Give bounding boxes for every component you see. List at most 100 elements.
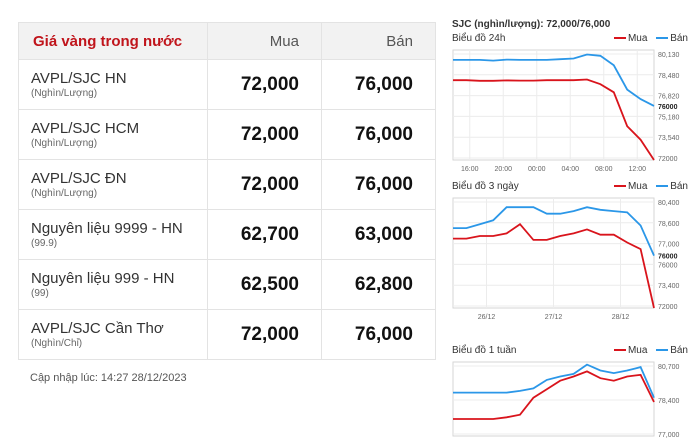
series-buy-line [453,78,655,161]
y-tick-label: 76000 [658,262,678,269]
legend-buy-swatch [613,185,626,188]
item-name: Nguyên liệu 999 - HN [31,269,175,287]
x-tick-label: 20:00 [494,166,512,173]
chart-plot-24h: 80,130 78,480 76,820 75,180 73,540 72000 16:00… [452,49,680,173]
y-tick-label: 78,480 [658,73,680,80]
legend-sell-label: Bán [670,345,688,356]
buy-price: 72,000 [206,109,322,160]
item-unit: (Nghìn/Lượng) [31,137,98,149]
y-tick-label: 78,400 [658,398,680,405]
x-tick-label: 26/12 [478,314,496,321]
x-tick-label: 16:00 [461,166,479,173]
buy-price: 72,000 [206,159,322,210]
sell-price: 63,000 [320,209,437,260]
last-value-label: 76000 [658,104,678,111]
series-sell-line [453,363,655,399]
item-name: Nguyên liệu 9999 - HN [31,219,183,237]
chart-legend: Mua Bán [608,32,688,46]
x-tick-label: 04:00 [561,166,579,173]
row-name-cell: Nguyên liệu 9999 - HN (99.9) [18,209,208,260]
table-title: Giá vàng trong nước [18,22,208,60]
row-name-cell: Nguyên liệu 999 - HN (99) [18,259,208,310]
y-tick-label: 80,130 [658,52,680,59]
series-sell-line [453,206,655,256]
column-header-buy: Mua [206,22,322,60]
table-row: AVPL/SJC Cần Thơ (Nghìn/Chỉ) 72,000 76,0… [18,309,437,360]
sell-price: 76,000 [320,159,437,210]
chart-3-days: Biểu đồ 3 ngày Mua Bán 80,400 78,600 77,00… [452,180,698,327]
sell-price: 76,000 [320,109,437,160]
chart-plot-3-days: 80,400 78,600 77,000 76000 73,400 72000 26/12 2… [452,197,680,321]
table-header-row: Giá vàng trong nước Mua Bán [18,22,437,60]
legend-buy-label: Mua [627,345,648,356]
y-tick-label: 73,540 [658,135,680,142]
chart-title: Biểu đồ 3 ngày [452,181,519,192]
row-name-cell: AVPL/SJC ĐN (Nghìn/Lượng) [18,159,208,210]
legend-sell-swatch [656,37,669,40]
y-tick-label: 77,000 [658,432,680,438]
x-tick-label: 08:00 [595,166,613,173]
legend-buy-swatch [613,349,626,352]
gold-price-table: Giá vàng trong nước Mua Bán AVPL/SJC HN … [18,22,437,360]
legend-sell-swatch [656,185,669,188]
y-tick-label: 78,600 [658,221,680,228]
chart-1-week: Biểu đồ 1 tuần Mua Bán 80,700 78,400 77,00… [452,344,698,443]
sell-price: 76,000 [320,59,437,110]
last-value-label: 76000 [658,254,678,261]
item-unit: (99) [31,287,49,299]
update-timestamp: Cập nhập lúc: 14:27 28/12/2023 [30,372,187,384]
y-tick-label: 75,180 [658,114,680,121]
y-tick-label: 76,820 [658,94,680,101]
legend-buy-label: Mua [627,181,648,192]
row-name-cell: AVPL/SJC Cần Thơ (Nghìn/Chỉ) [18,309,208,360]
row-name-cell: AVPL/SJC HN (Nghìn/Lượng) [18,59,208,110]
y-tick-label: 80,400 [658,200,680,207]
chart-legend: Mua Bán [608,180,688,194]
chart-legend: Mua Bán [608,344,688,358]
item-unit: (Nghìn/Lượng) [31,87,98,99]
sell-price: 76,000 [320,309,437,360]
item-unit: (Nghìn/Chỉ) [31,337,83,349]
legend-sell-swatch [656,349,669,352]
x-tick-label: 28/12 [612,314,630,321]
chart-plot-1-week: 80,700 78,400 77,000 [452,361,680,439]
legend-buy-swatch [613,37,626,40]
y-tick-label: 77,000 [658,242,680,249]
y-tick-label: 72000 [658,156,678,163]
y-tick-label: 80,700 [658,364,680,371]
chart-title: Biểu đồ 24h [452,33,506,44]
legend-sell-label: Bán [670,181,688,192]
row-name-cell: AVPL/SJC HCM (Nghìn/Lượng) [18,109,208,160]
x-tick-label: 00:00 [528,166,546,173]
table-row: Nguyên liệu 9999 - HN (99.9) 62,700 63,0… [18,209,437,260]
chart-title: Biểu đồ 1 tuần [452,345,517,356]
y-tick-label: 73,400 [658,283,680,290]
x-tick-label: 12:00 [628,166,646,173]
table-row: AVPL/SJC HCM (Nghìn/Lượng) 72,000 76,000 [18,109,437,160]
table-row: AVPL/SJC HN (Nghìn/Lượng) 72,000 76,000 [18,59,437,110]
buy-price: 72,000 [206,309,322,360]
table-row: AVPL/SJC ĐN (Nghìn/Lượng) 72,000 76,000 [18,159,437,210]
charts-header: SJC (nghìn/lượng): 72,000/76,000 [452,19,611,30]
item-name: AVPL/SJC Cần Thơ [31,319,164,337]
buy-price: 72,000 [206,59,322,110]
item-unit: (99.9) [31,237,58,249]
column-header-sell: Bán [320,22,437,60]
series-sell-line [453,53,655,107]
price-panel: Giá vàng trong nước Mua Bán AVPL/SJC HN … [18,22,437,360]
chart-24h: Biểu đồ 24h Mua Bán 80,130 78,480 76,820 75… [452,32,698,179]
x-tick-label: 27/12 [545,314,563,321]
buy-price: 62,500 [206,259,322,310]
charts-panel: SJC (nghìn/lượng): 72,000/76,000 Biểu đồ… [452,18,698,439]
y-tick-label: 72000 [658,304,678,311]
plot-area [452,361,655,437]
item-name: AVPL/SJC HCM [31,119,140,137]
item-name: AVPL/SJC HN [31,69,127,87]
plot-area [452,49,655,161]
buy-price: 62,700 [206,209,322,260]
item-unit: (Nghìn/Lượng) [31,187,98,199]
legend-buy-label: Mua [627,33,648,44]
series-buy-line [453,222,655,309]
sell-price: 62,800 [320,259,437,310]
table-row: Nguyên liệu 999 - HN (99) 62,500 62,800 [18,259,437,310]
